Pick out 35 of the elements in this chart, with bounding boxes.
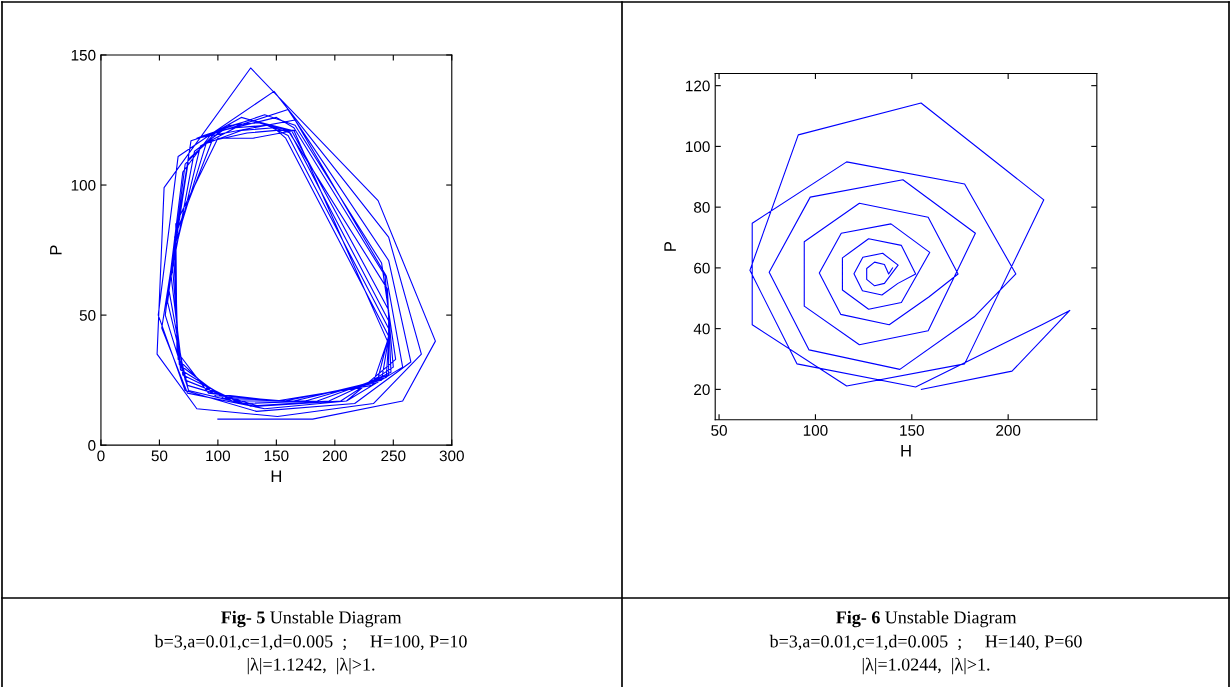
y-axis-title: P (50, 245, 62, 255)
x-tick-label: 150 (900, 425, 924, 436)
y-tick-label: 80 (694, 202, 710, 213)
x-tick-label: 50 (711, 425, 727, 436)
y-tick-label: 100 (71, 179, 96, 191)
text: b=3,a=0.01,c=1,d=0.005 ; H=100, P=10 (154, 634, 467, 651)
y-tick-label: 150 (71, 49, 96, 61)
x-axis-title: H (901, 445, 911, 457)
line-series (749, 102, 1071, 390)
x-tick-label: 200 (322, 450, 347, 462)
y-tick-label: 100 (686, 141, 710, 153)
text: Fig- 5 (221, 610, 265, 628)
x-tick-label: 250 (381, 450, 406, 462)
y-tick-label: 60 (694, 262, 710, 274)
y-tick-label: 20 (694, 384, 710, 396)
text: b=3,a=0.01,c=1,d=0.005 ; H=140, P=60 (769, 634, 1082, 651)
text: Fig- 6 (836, 610, 880, 628)
x-tick-label: 300 (439, 450, 464, 462)
y-tick-label: 0 (88, 440, 96, 451)
x-axis-title: H (271, 470, 282, 482)
text: Unstable Diagram (270, 610, 402, 628)
y-tick-label: 40 (693, 323, 710, 335)
x-tick-label: 50 (151, 450, 168, 462)
text: Unstable Diagram (885, 610, 1017, 628)
x-tick-label: 0 (97, 450, 105, 462)
x-tick-label: 100 (206, 450, 231, 462)
x-tick-label: 100 (803, 425, 828, 436)
x-tick-label: 200 (996, 425, 1021, 436)
y-axis-title: P (664, 241, 676, 251)
y-tick-label: 120 (686, 80, 710, 92)
line-series (156, 67, 436, 420)
y-tick-label: 50 (79, 309, 96, 321)
text: |λ|=1.1242, |λ|>1. (247, 657, 375, 675)
text: |λ|=1.0244, |λ|>1. (862, 657, 990, 675)
x-tick-label: 150 (264, 450, 289, 462)
